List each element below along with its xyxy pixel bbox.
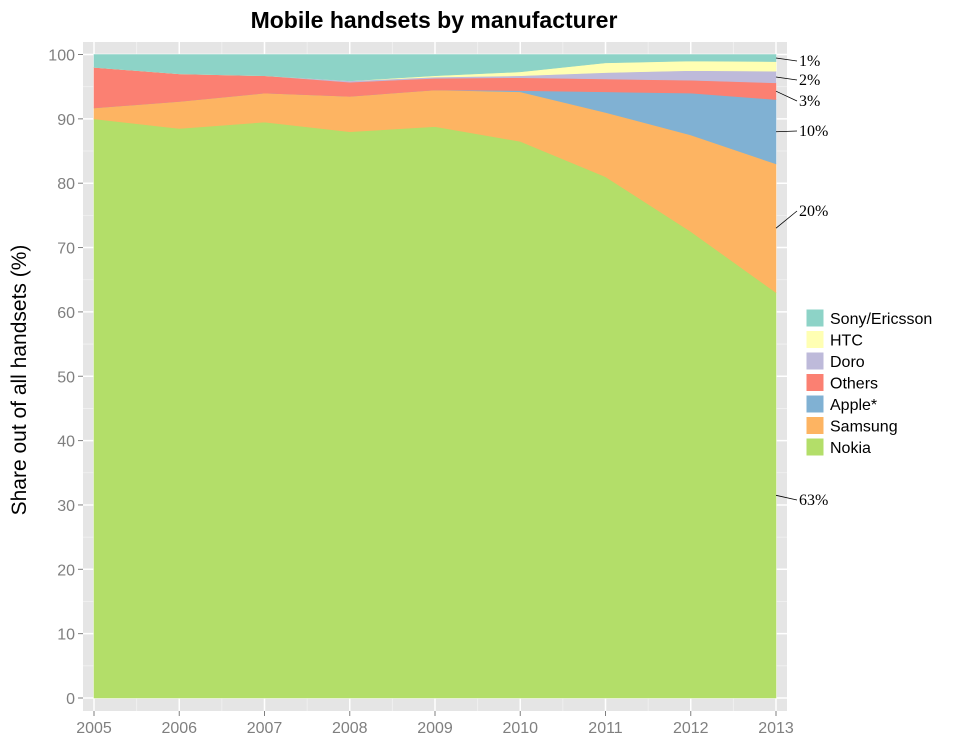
x-tick-label: 2007 bbox=[247, 720, 283, 737]
y-tick-label: 70 bbox=[57, 241, 75, 258]
area-sony-ericsson bbox=[93, 54, 777, 82]
x-tick-label: 2013 bbox=[758, 720, 794, 737]
annotation-leader bbox=[775, 57, 798, 62]
y-axis-label: Share out of all handsets (%) bbox=[8, 245, 31, 516]
annotation-leader bbox=[775, 494, 798, 501]
legend-swatch-htc bbox=[805, 330, 825, 349]
chart-title: Mobile handsets by manufacturer bbox=[251, 7, 618, 33]
x-tick-label: 2009 bbox=[417, 720, 453, 737]
y-tick-label: 80 bbox=[57, 176, 75, 193]
legend: Sony/Ericsson HTC Doro Others Apple* Samsung N… bbox=[805, 308, 932, 457]
y-tick-label: 10 bbox=[57, 627, 75, 644]
x-tick-label: 2010 bbox=[502, 720, 538, 737]
legend-swatch-others bbox=[805, 373, 825, 392]
annotation-leader bbox=[775, 210, 798, 229]
y-axis: 0 10 20 30 40 50 60 70 80 90 100 bbox=[48, 48, 83, 708]
y-tick-label: 90 bbox=[57, 112, 75, 129]
annotation-label: 20% bbox=[799, 203, 828, 220]
legend-label-apple: Apple* bbox=[830, 397, 877, 414]
annotation-label: 3% bbox=[799, 93, 820, 110]
x-axis: 2005 2006 2007 2008 2009 2010 2011 2012 2013 bbox=[76, 711, 794, 737]
legend-swatch-doro bbox=[805, 351, 825, 371]
y-tick-label: 0 bbox=[66, 691, 75, 708]
annotation-label: 1% bbox=[799, 53, 820, 70]
annotation-label: 63% bbox=[799, 492, 828, 509]
y-tick-label: 50 bbox=[57, 369, 75, 386]
legend-swatch-samsung bbox=[805, 416, 825, 435]
annotations: 1% 2% 3% 10% 20% 63% bbox=[775, 53, 828, 509]
annotation-leader bbox=[775, 76, 798, 81]
y-tick-label: 40 bbox=[57, 434, 75, 451]
y-tick-label: 60 bbox=[57, 305, 75, 322]
legend-label-nokia: Nokia bbox=[830, 440, 871, 457]
x-tick-label: 2008 bbox=[332, 720, 368, 737]
x-tick-label: 2006 bbox=[161, 720, 197, 737]
y-tick-label: 30 bbox=[57, 498, 75, 515]
annotation-leader bbox=[775, 130, 798, 133]
annotation-leader bbox=[775, 90, 798, 102]
annotation-label: 10% bbox=[799, 123, 828, 140]
legend-label-samsung: Samsung bbox=[830, 419, 898, 436]
legend-swatch-nokia bbox=[805, 437, 825, 457]
plot-area bbox=[83, 42, 787, 711]
x-tick-label: 2012 bbox=[673, 720, 709, 737]
legend-label-others: Others bbox=[830, 376, 878, 393]
x-tick-label: 2011 bbox=[588, 720, 623, 737]
legend-label-htc: HTC bbox=[830, 333, 863, 350]
legend-label-sony-ericsson: Sony/Ericsson bbox=[830, 311, 932, 328]
legend-swatch-apple bbox=[805, 394, 825, 414]
x-tick-label: 2005 bbox=[76, 720, 112, 737]
legend-label-doro: Doro bbox=[830, 354, 865, 371]
y-tick-label: 20 bbox=[57, 562, 75, 579]
annotation-label: 2% bbox=[799, 72, 820, 89]
legend-swatch-sony-ericsson bbox=[805, 308, 825, 328]
y-tick-label: 100 bbox=[48, 48, 75, 65]
